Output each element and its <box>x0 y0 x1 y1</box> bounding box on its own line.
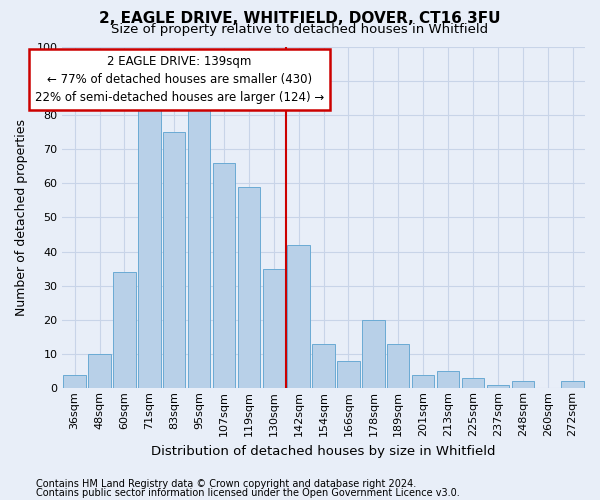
Bar <box>512 382 534 388</box>
Bar <box>562 382 584 388</box>
Bar <box>138 108 161 388</box>
Bar <box>487 385 509 388</box>
Bar <box>437 371 459 388</box>
Bar <box>213 162 235 388</box>
Text: Size of property relative to detached houses in Whitfield: Size of property relative to detached ho… <box>112 22 488 36</box>
Bar <box>188 108 211 388</box>
Text: 2 EAGLE DRIVE: 139sqm
← 77% of detached houses are smaller (430)
22% of semi-det: 2 EAGLE DRIVE: 139sqm ← 77% of detached … <box>35 55 324 104</box>
Text: Contains public sector information licensed under the Open Government Licence v3: Contains public sector information licen… <box>36 488 460 498</box>
Bar <box>387 344 409 389</box>
Bar <box>163 132 185 388</box>
Bar <box>337 361 359 388</box>
X-axis label: Distribution of detached houses by size in Whitfield: Distribution of detached houses by size … <box>151 444 496 458</box>
Bar <box>113 272 136 388</box>
Bar <box>64 374 86 388</box>
Bar <box>287 244 310 388</box>
Bar <box>313 344 335 389</box>
Text: Contains HM Land Registry data © Crown copyright and database right 2024.: Contains HM Land Registry data © Crown c… <box>36 479 416 489</box>
Bar <box>263 268 285 388</box>
Text: 2, EAGLE DRIVE, WHITFIELD, DOVER, CT16 3FU: 2, EAGLE DRIVE, WHITFIELD, DOVER, CT16 3… <box>99 11 501 26</box>
Bar <box>88 354 111 388</box>
Bar <box>238 186 260 388</box>
Y-axis label: Number of detached properties: Number of detached properties <box>15 119 28 316</box>
Bar <box>462 378 484 388</box>
Bar <box>362 320 385 388</box>
Bar <box>412 374 434 388</box>
